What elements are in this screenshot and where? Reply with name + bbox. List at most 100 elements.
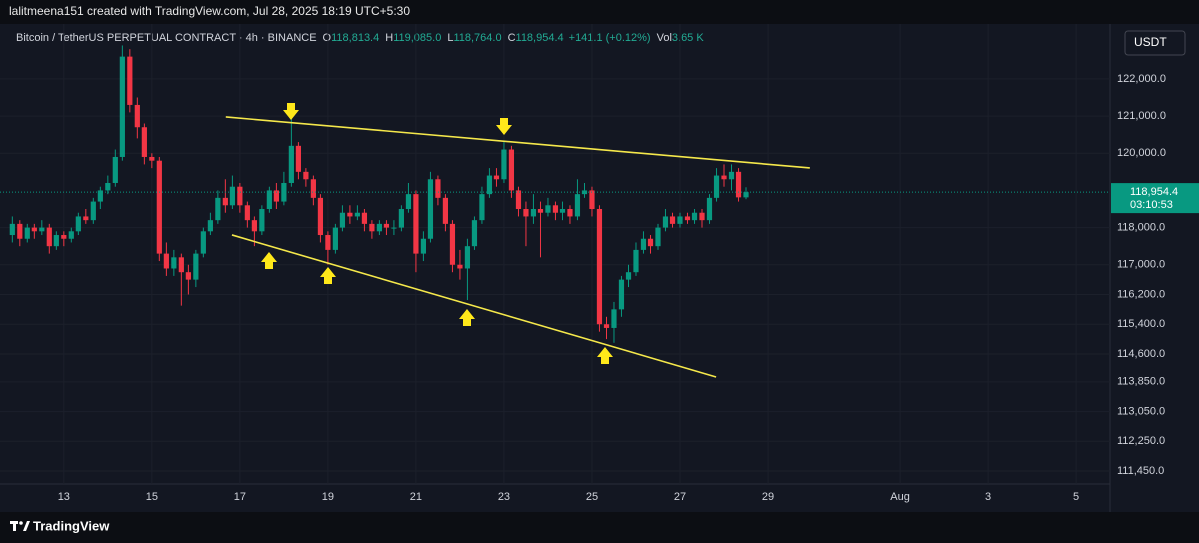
legend: Bitcoin / TetherUS PERPETUAL CONTRACT · … (16, 32, 704, 44)
candle-body (501, 149, 507, 180)
currency-button[interactable] (1124, 30, 1186, 56)
candle-body (699, 212, 705, 221)
up-arrow (597, 347, 613, 364)
candle-body (479, 194, 485, 221)
candle-body (193, 253, 199, 280)
candle-body (46, 227, 52, 247)
candle-body (391, 227, 397, 229)
countdown-label: 03:10:53 (1130, 199, 1173, 211)
candle-body (39, 227, 45, 232)
candle-body (207, 220, 213, 232)
legend-label: C (508, 32, 516, 44)
candle-body (339, 212, 346, 228)
y-tick-label: 122,000.0 (1117, 73, 1166, 85)
candle-body (567, 209, 573, 217)
candle-body (369, 223, 375, 232)
up-arrow (320, 267, 336, 284)
y-tick-label: 113,050.0 (1117, 405, 1165, 417)
candle-body (581, 190, 588, 195)
candle-body (156, 160, 162, 254)
logo-shape (23, 521, 30, 531)
candle-body (215, 197, 221, 221)
x-tick-label: 29 (762, 491, 774, 503)
x-tick-label: Aug (890, 491, 910, 503)
candle-body (625, 272, 632, 280)
x-tick-label: 15 (146, 491, 158, 503)
candle-body (508, 149, 515, 191)
candle-body (259, 209, 265, 232)
candle-body (420, 238, 427, 254)
legend-value: 3.65 K (672, 32, 704, 44)
trendline (225, 116, 810, 169)
candle-body (457, 264, 463, 269)
candle-body (17, 223, 23, 239)
candle-body (618, 279, 625, 310)
candle-body (354, 212, 360, 217)
x-tick-label: 3 (985, 491, 991, 503)
currency-button-label[interactable]: USDT (1134, 35, 1167, 49)
candle-body (559, 209, 566, 213)
x-tick-label: 13 (58, 491, 70, 503)
y-tick-label: 114,600.0 (1117, 348, 1165, 360)
candle-body (295, 145, 302, 172)
candle-body (706, 197, 713, 221)
candle-body (383, 223, 390, 228)
candle-body (171, 257, 177, 269)
candle-body (251, 220, 257, 232)
candle-body (743, 192, 749, 198)
candle-body (537, 209, 544, 213)
legend-value: 119,085.0 (393, 32, 441, 44)
candle-body (449, 223, 456, 265)
candle-body (691, 212, 698, 221)
candle-body (442, 197, 449, 224)
candle-body (237, 186, 243, 206)
candle-body (149, 156, 155, 161)
candle-body (721, 175, 727, 180)
candle-body (545, 205, 551, 213)
candle-body (244, 205, 250, 221)
y-tick-label: 115,400.0 (1117, 318, 1165, 330)
candle-body (317, 197, 324, 236)
legend-label: L (447, 32, 453, 44)
annotation-arrows (261, 103, 613, 364)
candle-body (633, 249, 639, 273)
candle-body (662, 216, 669, 228)
candle-body (530, 209, 537, 217)
candle-body (735, 171, 742, 198)
x-tick-label: 5 (1073, 491, 1079, 503)
candle-body (229, 186, 235, 206)
candle-body (83, 216, 89, 221)
candle-body (515, 190, 522, 210)
candle-body (90, 201, 96, 221)
y-tick-label: 113,850.0 (1117, 376, 1165, 388)
candle-body (127, 56, 133, 105)
candle-body (405, 194, 412, 210)
legend-title: Bitcoin / TetherUS PERPETUAL CONTRACT · … (16, 32, 317, 44)
legend-change: +141.1 (+0.12%) (569, 32, 651, 44)
candle-body (361, 212, 368, 224)
candle-body (464, 246, 471, 269)
legend-label: O (323, 32, 332, 44)
logo-shape (19, 521, 23, 525)
last-price-label: 118,954.4 (1130, 186, 1178, 198)
candle-body (303, 171, 309, 180)
candle-body (112, 156, 118, 183)
candle-body (31, 227, 37, 232)
legend-value: 118,954.4 (516, 32, 564, 44)
candle-body (655, 227, 661, 247)
candle-body (178, 257, 184, 273)
candle-body (332, 227, 338, 250)
candle-body (398, 209, 404, 228)
x-tick-label: 25 (586, 491, 598, 503)
candle-body (119, 56, 125, 157)
candle-body (75, 216, 81, 232)
candle-body (9, 223, 15, 236)
down-arrow (283, 103, 299, 120)
last-price-box (1111, 183, 1199, 214)
candle-body (200, 231, 206, 254)
candle-body (376, 223, 382, 232)
candle-body (97, 190, 103, 202)
x-tick-label: 19 (322, 491, 334, 503)
top-bar-text: lalitmeena151 created with TradingView.c… (9, 4, 410, 18)
candle-body (325, 235, 331, 250)
